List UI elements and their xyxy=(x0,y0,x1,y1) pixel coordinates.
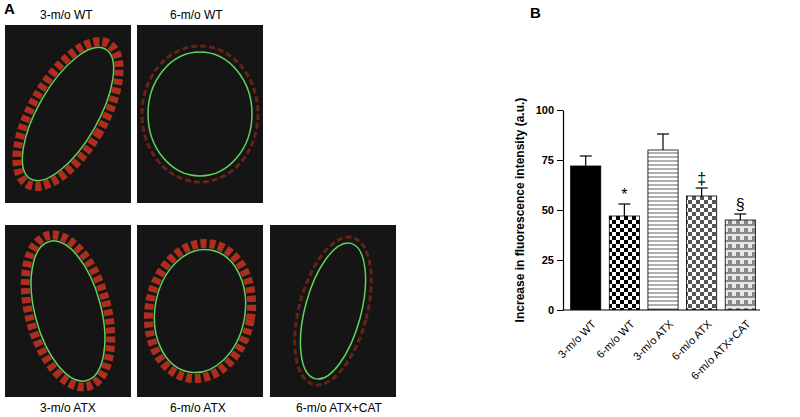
bar xyxy=(725,220,755,310)
vessel xyxy=(142,46,258,182)
plot-area xyxy=(571,134,756,310)
vessel xyxy=(138,235,262,387)
y-tick: 75 xyxy=(542,154,563,166)
annotation: § xyxy=(736,196,745,213)
micrograph-background xyxy=(137,25,263,203)
y-tick-label: 50 xyxy=(542,204,554,216)
y-tick: 100 xyxy=(536,104,563,116)
error-bar-cap xyxy=(618,203,630,204)
y-tick: 0 xyxy=(548,304,563,316)
bar xyxy=(609,216,639,310)
micrograph-background xyxy=(137,225,263,397)
error-bar-cap xyxy=(657,133,669,134)
micrograph xyxy=(137,225,263,397)
error-bar-cap xyxy=(696,187,708,188)
y-tick-mark xyxy=(557,110,563,111)
annotation: ‡ xyxy=(697,170,706,187)
error-bar-cap xyxy=(734,213,746,214)
y-tick-mark xyxy=(557,160,563,161)
figure: A3-m/o WT6-m/o WT3-m/o ATX6-m/o ATX6-m/o… xyxy=(0,0,800,417)
error-bar-stem xyxy=(585,156,586,166)
vessel xyxy=(10,226,126,397)
y-tick: 25 xyxy=(542,254,563,266)
bar xyxy=(571,166,601,310)
x-tick-label: 3-m/o WT xyxy=(555,318,598,361)
y-tick-label: 25 xyxy=(542,254,554,266)
x-tick-label: 6-m/o ATX+CAT xyxy=(688,318,752,382)
vessel xyxy=(280,229,385,393)
error-bar xyxy=(618,204,630,216)
micrograph xyxy=(270,225,396,397)
y-tick-mark xyxy=(557,210,563,211)
micrograph xyxy=(137,25,263,203)
error-bar-stem xyxy=(624,204,625,216)
x-tick-label: 3-m/o ATX xyxy=(631,317,676,362)
error-bar-stem xyxy=(740,214,741,220)
micrograph xyxy=(5,225,131,397)
error-bar xyxy=(657,134,669,150)
vessel xyxy=(0,26,140,202)
vessel-wall xyxy=(138,235,262,387)
vessel-lamina xyxy=(288,236,378,386)
error-bar xyxy=(734,214,746,220)
y-tick-label: 0 xyxy=(548,304,554,316)
y-axis-title: Increase in fluorescence intensity (a.u.… xyxy=(513,98,527,323)
error-bar xyxy=(696,188,708,196)
vessel-wall xyxy=(142,46,258,182)
error-bar-cap xyxy=(580,155,592,156)
vessel-lamina xyxy=(145,242,255,380)
vessel-wall xyxy=(10,226,126,397)
panel-label: B xyxy=(530,4,541,21)
micrograph-label: 3-m/o ATX xyxy=(40,401,96,415)
x-tick: 6-m/o ATX+CAT xyxy=(688,310,752,382)
vessel-lamina xyxy=(5,34,132,194)
vessel-lamina xyxy=(17,233,118,389)
x-axis-line xyxy=(563,309,760,310)
y-tick-label: 100 xyxy=(536,104,554,116)
micrograph-background xyxy=(5,225,131,397)
y-axis: 0 25 50 75 100 xyxy=(536,104,564,316)
vessel-wall xyxy=(280,229,385,393)
x-axis: 3-m/o WT6-m/o WT3-m/o ATX6-m/o ATX6-m/o … xyxy=(555,310,760,382)
panel-label: A xyxy=(4,0,15,17)
micrograph-label: 3-m/o WT xyxy=(40,8,93,22)
error-bar xyxy=(580,156,592,166)
annotation: * xyxy=(621,186,627,203)
y-tick-mark xyxy=(557,260,563,261)
bar xyxy=(648,150,678,310)
micrograph-label: 6-m/o ATX xyxy=(170,401,226,415)
error-bar-stem xyxy=(662,134,663,150)
micrograph-label: 6-m/o WT xyxy=(170,8,223,22)
y-tick-mark xyxy=(557,310,563,311)
x-tick: 3-m/o WT xyxy=(555,310,598,360)
bar xyxy=(687,196,717,310)
y-tick-label: 75 xyxy=(542,154,554,166)
y-tick: 50 xyxy=(542,204,563,216)
vessel-lamina xyxy=(148,52,252,176)
micrograph-background xyxy=(270,225,396,397)
micrograph xyxy=(0,25,140,203)
micrograph-label: 6-m/o ATX+CAT xyxy=(296,401,383,415)
error-bar-stem xyxy=(701,188,702,196)
vessel-wall xyxy=(0,26,140,202)
y-axis-line xyxy=(563,111,564,311)
